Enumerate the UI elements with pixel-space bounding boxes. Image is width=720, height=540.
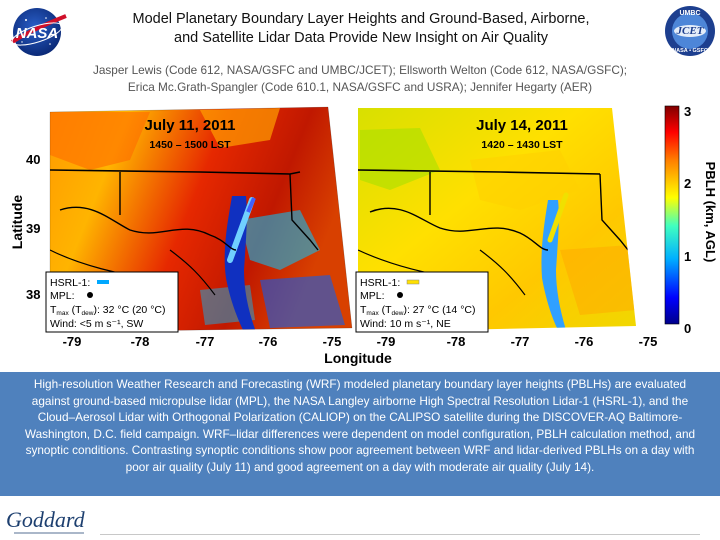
right-legend-hsrl: HSRL-1: [360, 277, 400, 289]
left-legend-mpl: MPL: [50, 290, 75, 302]
pblh-figure: July 11, 2011 1450 – 1500 LST HSRL-1: MP… [9, 104, 718, 366]
title-line-1: Model Planetary Boundary Layer Heights a… [132, 11, 590, 27]
colorbar-label: PBLH (km, AGL) [703, 162, 718, 263]
right-legend-mpl: MPL: [360, 290, 385, 302]
colorbar-tick-2: 2 [684, 176, 691, 191]
nasa-logo-text: NASA [16, 25, 59, 42]
right-x-tick: -75 [639, 334, 658, 349]
authors-line-1: Jasper Lewis (Code 612, NASA/GSFC and UM… [92, 63, 628, 77]
left-legend-hsrl: HSRL-1: [50, 277, 90, 289]
y-tick-40: 40 [26, 152, 40, 167]
right-x-tick: -77 [511, 334, 530, 349]
left-legend-temp: Tmax (Tdew): 32 °C (20 °C) [50, 304, 165, 317]
left-legend-wind: Wind: <5 m s⁻¹, SW [50, 318, 143, 330]
footer-divider [100, 534, 700, 535]
colorbar-tick-0: 0 [684, 321, 691, 336]
right-legend-mpl-marker [397, 292, 403, 298]
left-legend-mpl-marker [87, 292, 93, 298]
authors-line-2: Erica Mc.Grath-Spangler (Code 610.1, NAS… [127, 80, 593, 94]
right-legend-wind: Wind: 10 m s⁻¹, NE [360, 318, 451, 330]
title-line-2: and Satellite Lidar Data Provide New Ins… [174, 30, 548, 46]
right-map-panel: July 14, 2011 1420 – 1430 LST HSRL-1: MP… [355, 108, 636, 333]
y-axis-label: Latitude [9, 195, 25, 250]
left-legend: HSRL-1: MPL: Tmax (Tdew): 32 °C (20 °C) … [45, 271, 179, 333]
goddard-logo: Goddard [6, 507, 86, 534]
right-legend-hsrl-swatch [406, 279, 420, 285]
right-x-tick: -79 [377, 334, 396, 349]
colorbar-tick-3: 3 [684, 104, 691, 119]
y-tick-39: 39 [26, 221, 40, 236]
caption-box: High-resolution Weather Research and For… [0, 372, 720, 496]
left-panel-date: July 11, 2011 [145, 117, 236, 134]
goddard-logo-text: Goddard [6, 507, 86, 532]
left-x-tick: -77 [196, 334, 215, 349]
right-legend: HSRL-1: MPL: Tmax (Tdew): 27 °C (14 °C) … [355, 271, 489, 333]
page-title: Model Planetary Boundary Layer Heights a… [76, 10, 646, 48]
left-x-tick: -79 [63, 334, 82, 349]
colorbar-tick-1: 1 [684, 249, 691, 264]
right-panel-time: 1420 – 1430 LST [481, 139, 563, 151]
left-legend-hsrl-swatch [97, 280, 109, 284]
authors: Jasper Lewis (Code 612, NASA/GSFC and UM… [10, 62, 710, 96]
right-panel-date: July 14, 2011 [476, 117, 568, 134]
left-x-tick: -76 [259, 334, 278, 349]
right-legend-temp: Tmax (Tdew): 27 °C (14 °C) [360, 304, 475, 317]
jcet-logo-top: UMBC [680, 10, 701, 17]
right-x-tick: -76 [575, 334, 594, 349]
jcet-logo: UMBC JCET NASA • GSFC [665, 6, 715, 56]
y-tick-38: 38 [26, 287, 40, 302]
left-map-panel: July 11, 2011 1450 – 1500 LST HSRL-1: MP… [45, 106, 353, 333]
right-x-tick: -78 [447, 334, 466, 349]
jcet-logo-mid: JCET [676, 25, 705, 37]
caption-text: High-resolution Weather Research and For… [24, 377, 696, 474]
left-panel-time: 1450 – 1500 LST [149, 139, 231, 151]
colorbar [664, 105, 680, 325]
jcet-logo-bottom: NASA • GSFC [672, 48, 708, 54]
left-x-tick: -75 [323, 334, 342, 349]
nasa-logo: NASA [10, 8, 67, 56]
left-x-tick: -78 [131, 334, 150, 349]
x-axis-label: Longitude [324, 350, 392, 366]
